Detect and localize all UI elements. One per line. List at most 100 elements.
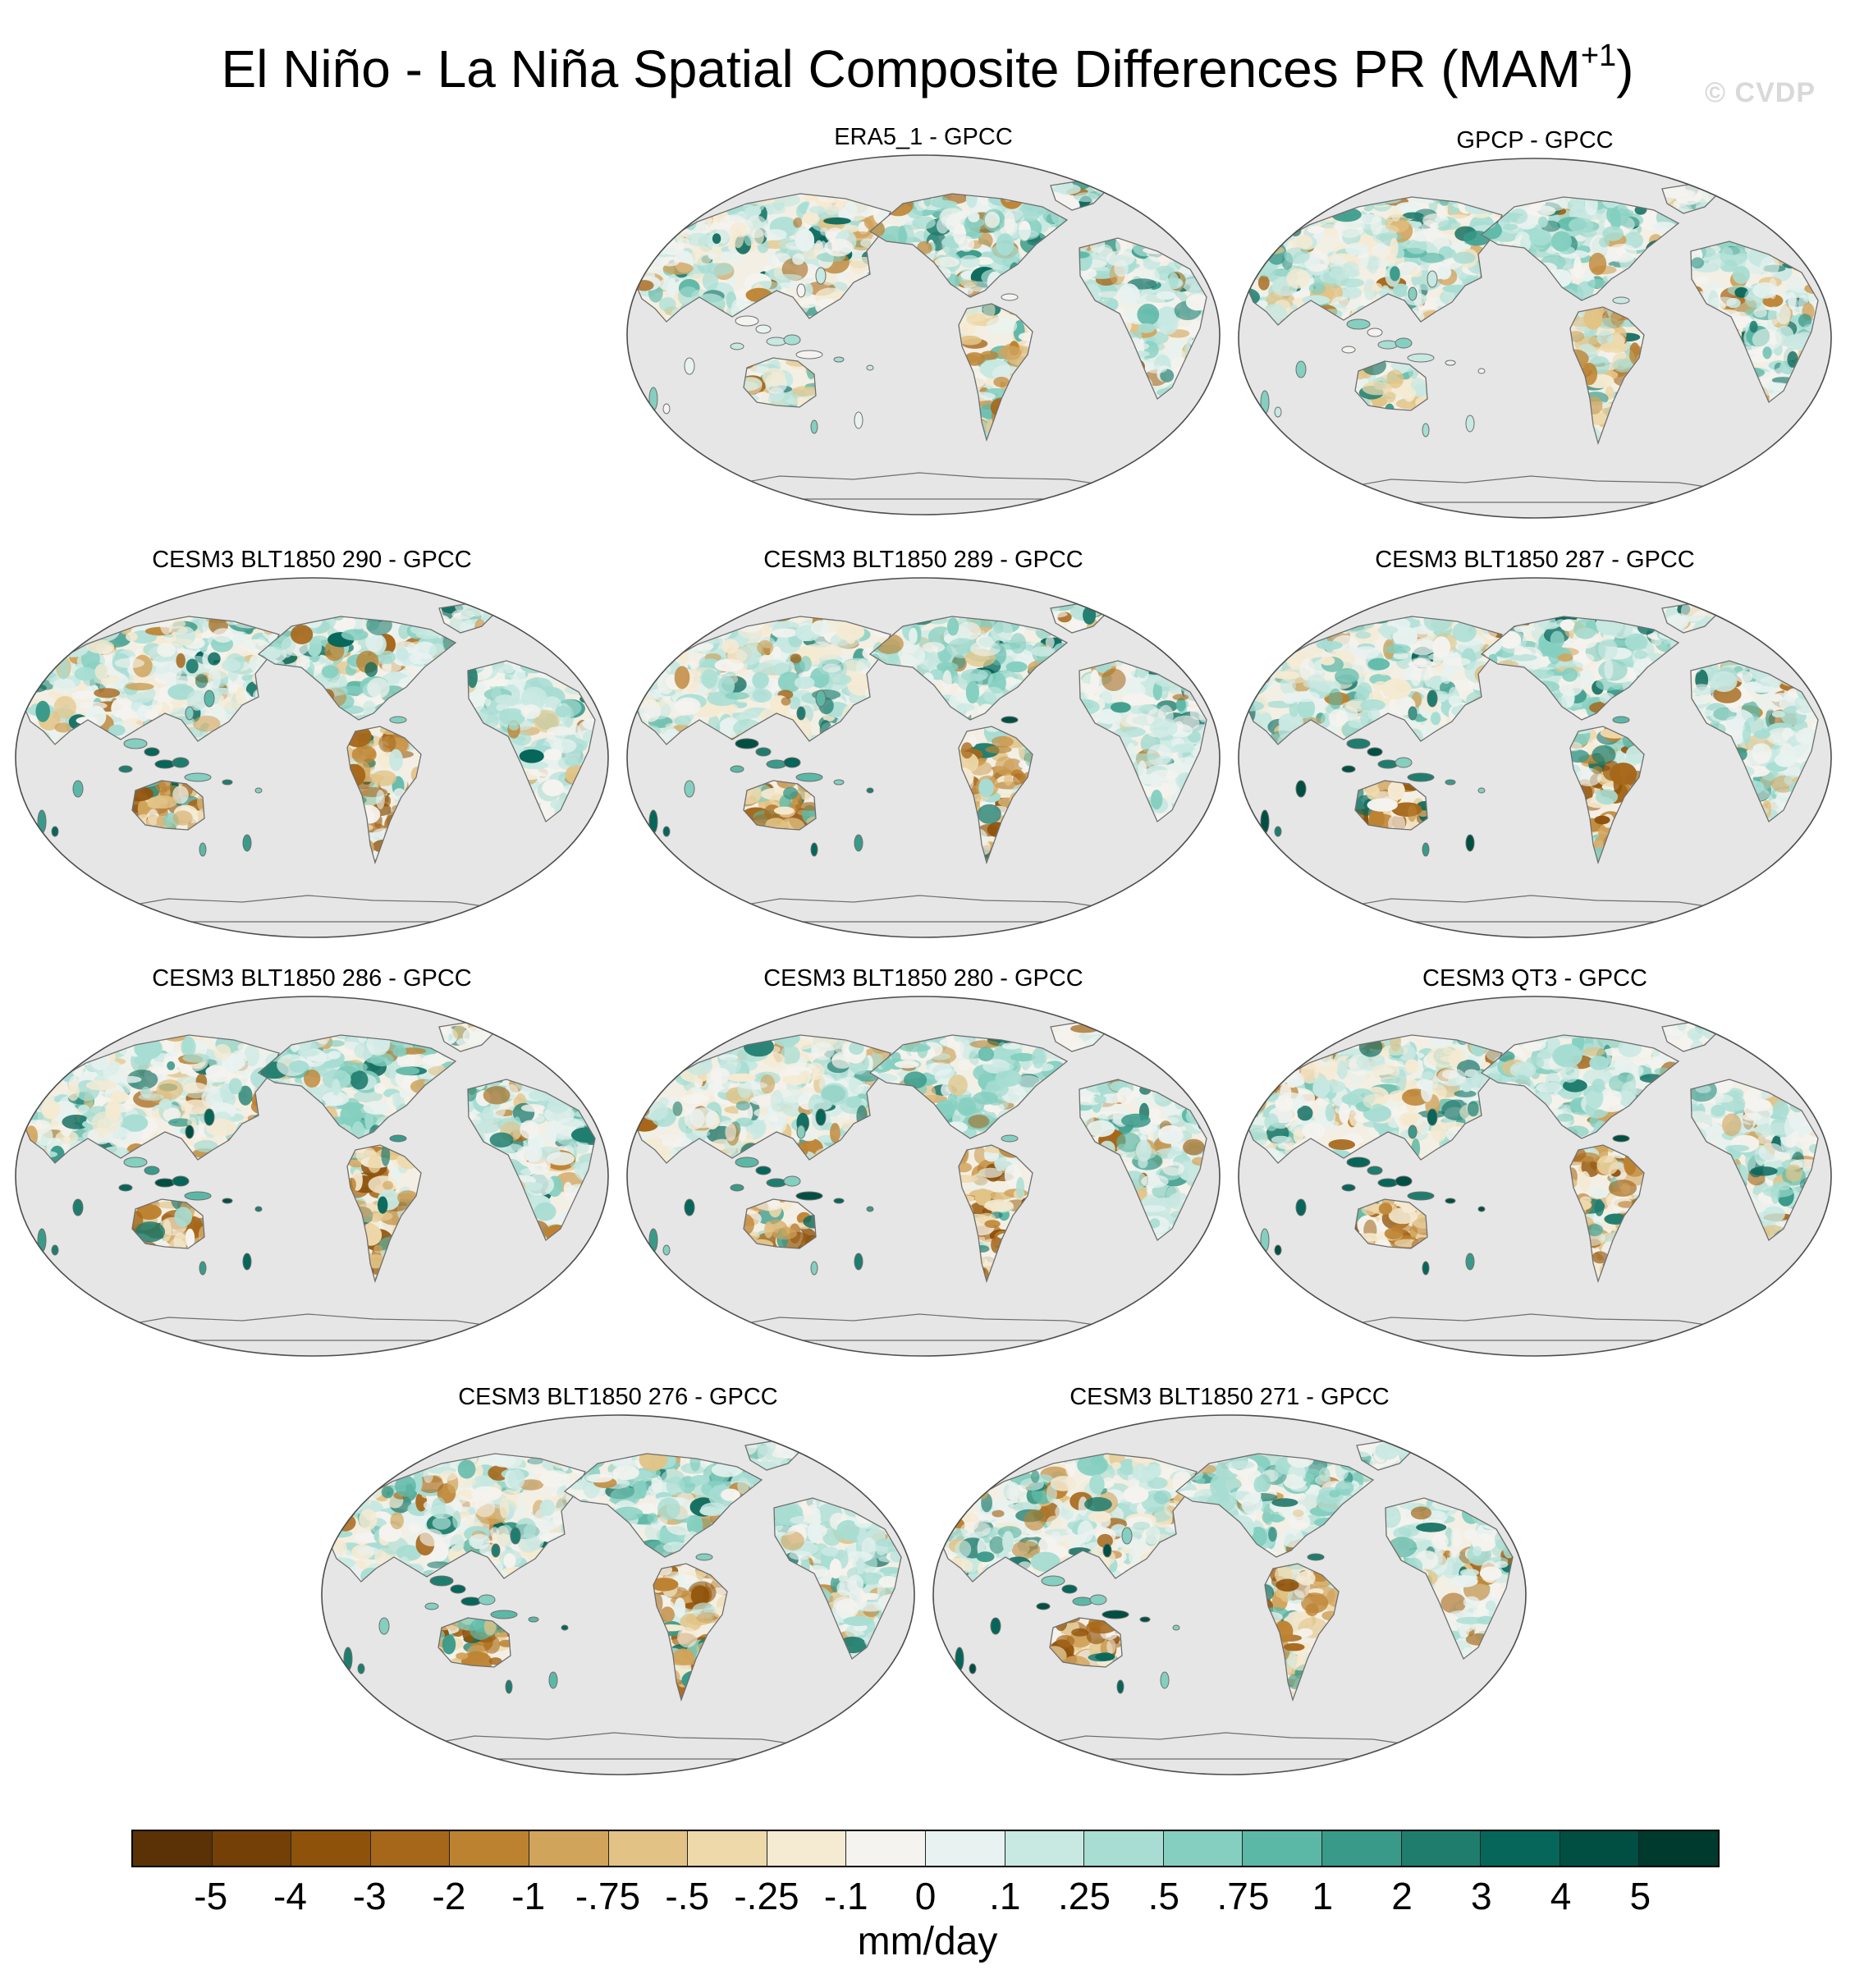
- precip-cell: [990, 243, 1020, 266]
- island: [1395, 337, 1413, 349]
- precip-cell: [1390, 205, 1401, 222]
- precip-cell: [787, 696, 801, 710]
- map-panel-gpcp: GPCP - GPCC: [1235, 126, 1834, 520]
- island: [154, 759, 176, 769]
- precip-cell: [647, 199, 666, 208]
- robinson-map: [626, 154, 1221, 515]
- precip-cell: [327, 680, 349, 688]
- precip-cell: [1376, 243, 1386, 250]
- map-panel-era5: ERA5_1 - GPCC: [624, 123, 1223, 517]
- precip-cell: [721, 717, 740, 739]
- precip-cell: [54, 722, 71, 733]
- island: [242, 834, 252, 852]
- island: [866, 787, 874, 794]
- precip-cell: [960, 742, 973, 759]
- precip-cell: [1290, 214, 1303, 223]
- precip-cell: [1193, 664, 1207, 671]
- precip-cell: [645, 689, 663, 699]
- precip-cell: [679, 194, 700, 206]
- precip-cell: [1430, 712, 1441, 726]
- precip-cell: [1395, 202, 1421, 213]
- island: [199, 842, 207, 857]
- precip-cell: [1372, 282, 1383, 292]
- island: [1367, 328, 1383, 337]
- precip-cell: [1149, 718, 1178, 738]
- precip-cell: [132, 786, 153, 802]
- island: [810, 842, 818, 857]
- precip-cell: [781, 697, 791, 706]
- precip-cell: [1320, 656, 1335, 666]
- precip-cell: [1271, 197, 1294, 215]
- coastline-africa: [467, 660, 596, 823]
- coastline-southamerica: [346, 726, 422, 865]
- precip-cell: [1189, 238, 1203, 255]
- precip-cell: [982, 304, 996, 319]
- precip-cell: [1244, 644, 1253, 656]
- precip-cell: [1720, 246, 1747, 266]
- precip-cell: [947, 617, 960, 636]
- precip-cell: [21, 621, 31, 639]
- coastline-northamerica: [257, 616, 457, 721]
- precip-cell: [1285, 616, 1311, 627]
- precip-cell: [114, 657, 145, 669]
- precip-cell: [29, 625, 59, 634]
- precip-cell: [674, 666, 690, 689]
- robinson-map: [626, 577, 1221, 938]
- title-superscript: +1: [1580, 39, 1617, 73]
- precip-cell: [212, 628, 234, 643]
- precip-cell: [766, 204, 786, 214]
- precip-cell: [186, 658, 199, 674]
- precip-cell: [409, 653, 433, 665]
- precip-cell: [564, 756, 583, 767]
- precip-cell: [1244, 661, 1259, 682]
- precip-cell: [1300, 616, 1311, 631]
- precip-cell: [1284, 247, 1310, 264]
- precip-cell: [1285, 627, 1301, 645]
- precip-cell: [661, 626, 677, 636]
- precip-cell: [1297, 208, 1308, 227]
- map-panel-blt1850-290: CESM3 BLT1850 290 - GPCC: [12, 546, 611, 940]
- precip-cell: [1004, 772, 1013, 786]
- coastline-antarctica: [712, 895, 1134, 923]
- precip-cell: [823, 196, 840, 216]
- precip-cell: [108, 724, 126, 736]
- precip-cell: [1152, 682, 1162, 701]
- precip-cell: [644, 194, 664, 211]
- precip-cell: [647, 624, 666, 647]
- island: [648, 387, 658, 411]
- island: [766, 337, 787, 346]
- precip-cell: [644, 194, 670, 208]
- island: [1422, 423, 1430, 437]
- precip-cell: [1284, 204, 1306, 217]
- precip-cell: [1290, 616, 1307, 630]
- precip-cell: [469, 688, 486, 707]
- precip-cell: [468, 666, 478, 689]
- precip-cell: [1102, 668, 1126, 691]
- title-close-paren: ): [1616, 39, 1634, 98]
- precip-cell: [1419, 252, 1445, 263]
- precip-cell: [80, 622, 90, 635]
- precip-cell: [634, 625, 653, 645]
- island: [833, 779, 845, 786]
- precip-cell: [814, 644, 842, 660]
- precip-cell: [1246, 240, 1256, 253]
- precip-cell: [1438, 220, 1461, 231]
- precip-cell: [552, 739, 577, 754]
- precip-cell: [965, 680, 979, 704]
- precip-cell: [221, 658, 240, 672]
- precip-cell: [653, 194, 663, 203]
- precip-cell: [1146, 365, 1167, 373]
- precip-cell: [632, 200, 639, 222]
- precip-cell: [1383, 392, 1396, 403]
- precip-cell: [148, 795, 177, 809]
- precip-cell: [1753, 308, 1767, 318]
- coastline-eurasia: [631, 193, 891, 323]
- precip-cell: [649, 233, 671, 245]
- precip-cell: [1362, 381, 1393, 396]
- island: [1001, 293, 1019, 301]
- precip-cell: [1244, 649, 1268, 657]
- precip-cell: [639, 218, 671, 236]
- precip-cell: [21, 648, 43, 660]
- precip-cell: [1367, 708, 1381, 722]
- island: [796, 706, 806, 721]
